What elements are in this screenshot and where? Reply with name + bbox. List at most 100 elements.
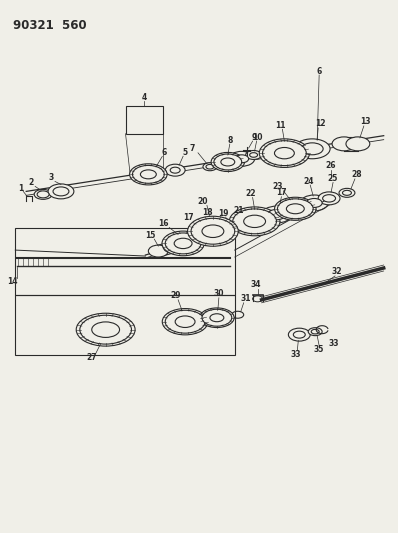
Text: 26: 26 [326, 161, 336, 170]
Ellipse shape [210, 314, 224, 322]
Text: 32: 32 [332, 268, 342, 277]
Ellipse shape [76, 313, 135, 346]
Ellipse shape [165, 164, 185, 176]
Text: 31: 31 [240, 294, 251, 303]
Text: 25: 25 [328, 174, 338, 183]
Ellipse shape [199, 308, 234, 328]
Ellipse shape [293, 331, 305, 338]
Ellipse shape [287, 204, 304, 214]
Text: 12: 12 [315, 119, 326, 128]
Text: 90321  560: 90321 560 [13, 19, 87, 33]
Text: 15: 15 [145, 231, 156, 240]
Ellipse shape [34, 189, 52, 199]
Ellipse shape [222, 224, 232, 230]
Bar [125, 106, 163, 134]
Text: 27: 27 [86, 353, 97, 362]
Ellipse shape [130, 164, 167, 185]
Ellipse shape [253, 296, 263, 302]
Ellipse shape [37, 191, 49, 198]
Ellipse shape [277, 199, 313, 219]
Text: 30: 30 [214, 289, 224, 298]
Ellipse shape [195, 232, 213, 242]
Ellipse shape [250, 152, 258, 157]
Ellipse shape [306, 198, 322, 207]
Ellipse shape [53, 187, 69, 196]
Ellipse shape [165, 233, 201, 254]
Ellipse shape [343, 190, 351, 195]
Text: 29: 29 [170, 292, 180, 301]
Ellipse shape [92, 322, 119, 337]
Ellipse shape [232, 311, 244, 318]
Text: 8: 8 [227, 135, 232, 144]
Ellipse shape [80, 315, 131, 344]
Text: 33: 33 [329, 339, 339, 348]
Ellipse shape [189, 229, 219, 245]
Ellipse shape [206, 165, 214, 169]
Text: 13: 13 [361, 117, 371, 126]
Ellipse shape [208, 227, 228, 238]
Text: 19: 19 [219, 208, 229, 217]
Ellipse shape [170, 167, 180, 173]
Ellipse shape [275, 197, 316, 220]
Text: 34: 34 [250, 280, 261, 289]
Ellipse shape [148, 245, 168, 257]
Ellipse shape [174, 238, 192, 248]
Ellipse shape [246, 150, 261, 159]
Ellipse shape [140, 170, 156, 179]
Text: 17: 17 [183, 213, 193, 222]
Text: 1: 1 [19, 184, 24, 193]
Text: 21: 21 [234, 206, 244, 215]
Text: 28: 28 [351, 171, 362, 180]
Ellipse shape [323, 195, 336, 202]
Ellipse shape [230, 223, 244, 231]
Ellipse shape [187, 216, 238, 246]
Text: 5: 5 [183, 148, 188, 157]
Ellipse shape [259, 139, 310, 167]
Ellipse shape [202, 225, 224, 238]
Text: 33: 33 [290, 350, 300, 359]
Ellipse shape [295, 139, 330, 159]
Ellipse shape [267, 209, 285, 220]
Text: 18: 18 [203, 208, 213, 217]
Text: 20: 20 [198, 197, 208, 206]
Ellipse shape [261, 206, 291, 223]
Text: 6: 6 [316, 67, 322, 76]
Text: 17: 17 [276, 188, 287, 197]
Ellipse shape [165, 310, 205, 333]
Ellipse shape [202, 309, 232, 326]
Ellipse shape [203, 163, 217, 171]
Text: 24: 24 [303, 176, 314, 185]
Ellipse shape [162, 231, 204, 256]
Ellipse shape [233, 224, 241, 229]
Ellipse shape [162, 309, 208, 335]
Ellipse shape [163, 241, 183, 253]
Ellipse shape [175, 316, 195, 327]
Ellipse shape [300, 195, 328, 211]
Text: 23: 23 [272, 182, 283, 191]
Ellipse shape [48, 184, 74, 199]
Ellipse shape [318, 192, 340, 205]
Text: 16: 16 [158, 219, 168, 228]
Ellipse shape [235, 155, 249, 163]
Ellipse shape [289, 328, 310, 341]
Text: 6: 6 [162, 148, 167, 157]
Ellipse shape [133, 165, 164, 183]
Ellipse shape [244, 215, 265, 228]
Text: 22: 22 [246, 189, 256, 198]
Ellipse shape [339, 188, 355, 197]
Ellipse shape [263, 141, 306, 166]
Ellipse shape [229, 207, 280, 236]
Ellipse shape [204, 225, 232, 240]
Bar [15, 295, 235, 354]
Ellipse shape [346, 137, 370, 151]
Text: 7: 7 [189, 144, 195, 154]
Ellipse shape [229, 151, 255, 166]
Ellipse shape [311, 329, 319, 334]
Ellipse shape [275, 148, 295, 159]
Ellipse shape [214, 154, 242, 170]
Ellipse shape [308, 328, 322, 336]
Bar [15, 228, 235, 295]
Text: 2: 2 [29, 178, 34, 187]
Ellipse shape [191, 219, 235, 244]
Text: 14: 14 [7, 277, 18, 286]
